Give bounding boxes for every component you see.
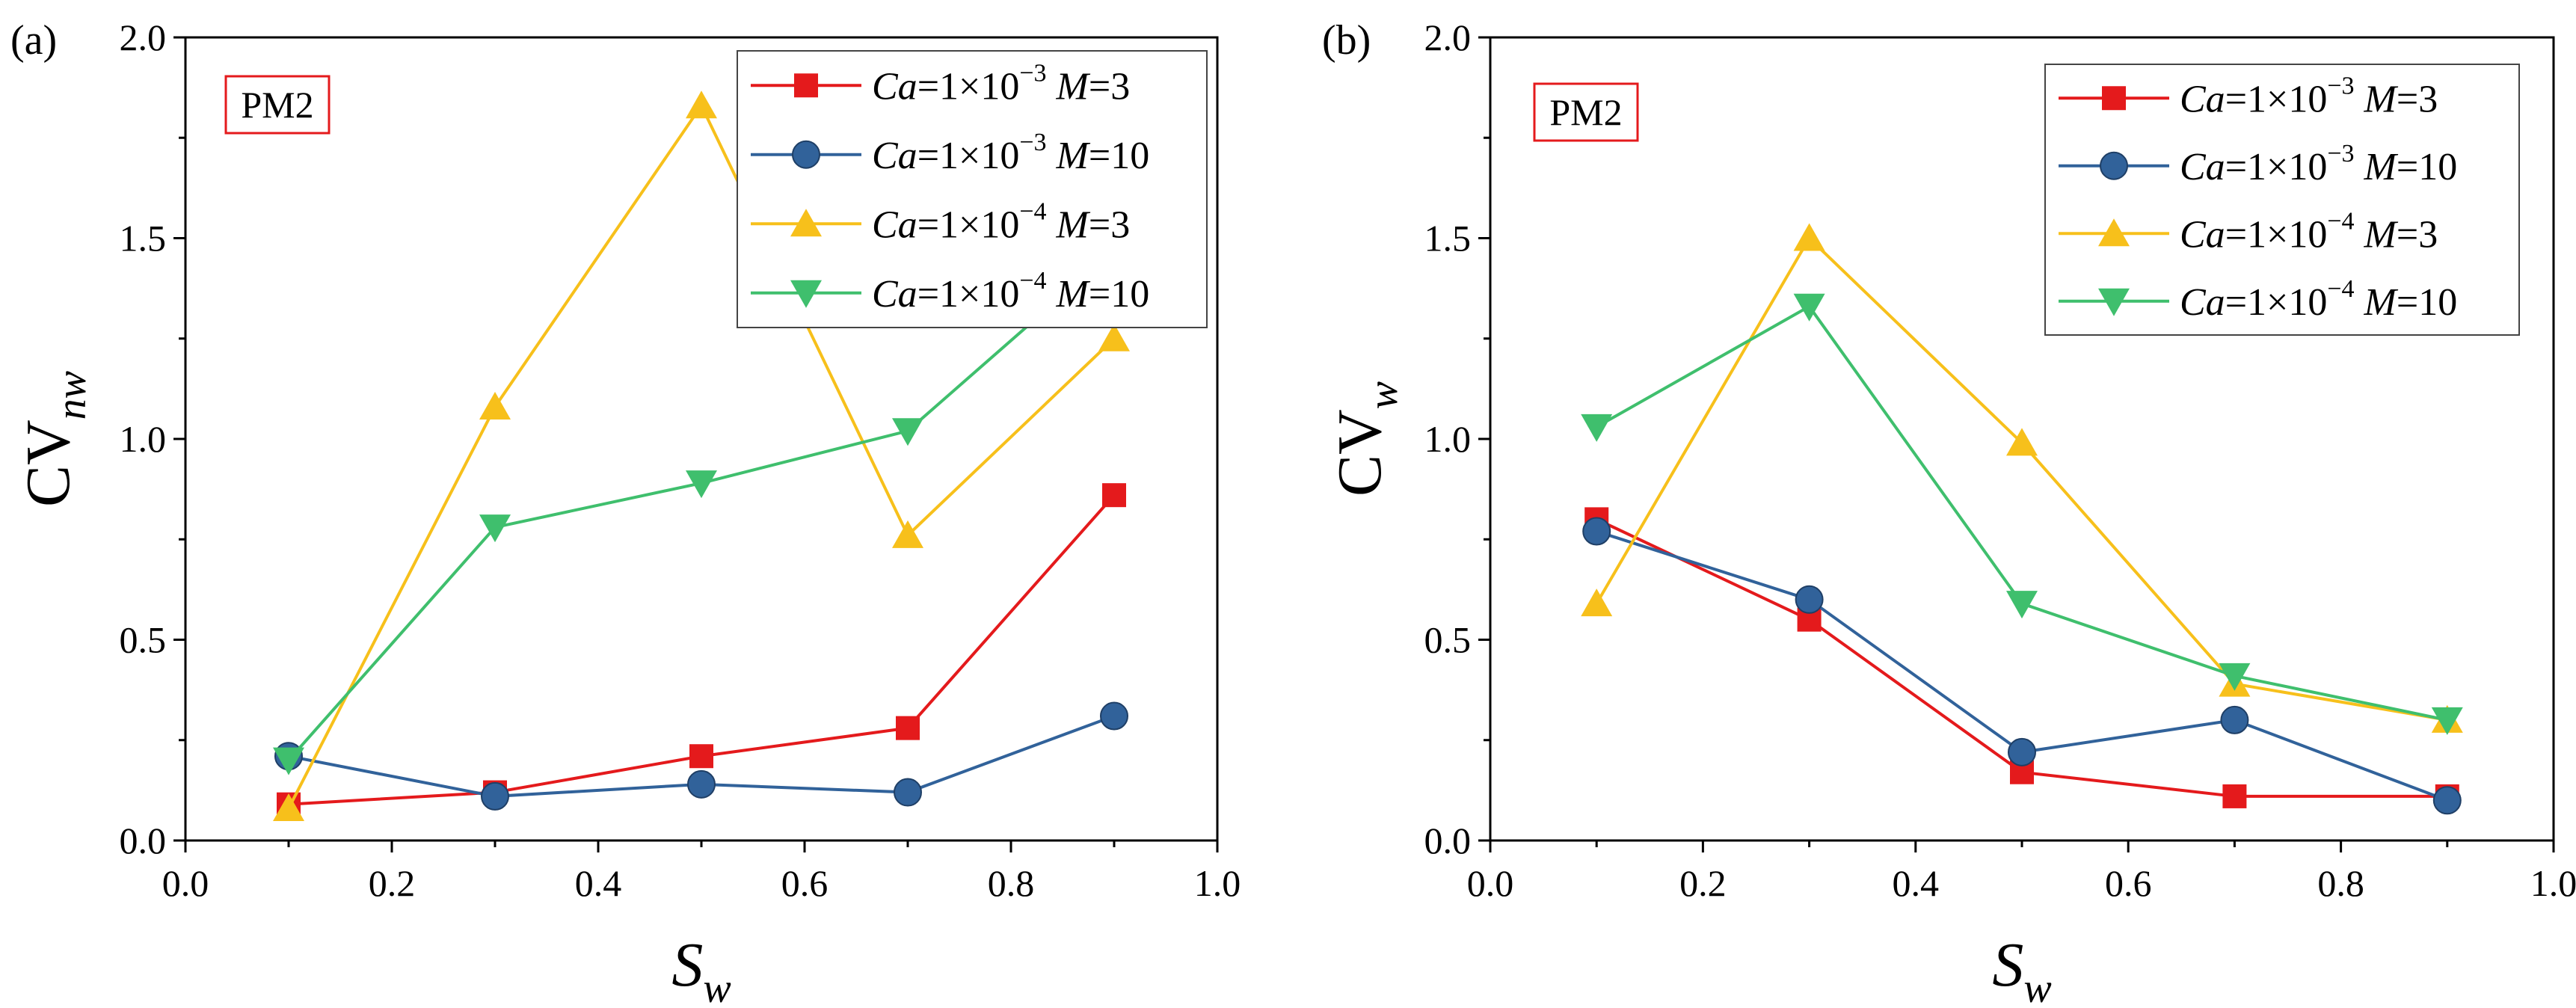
legend: Ca=1×10−3 M=3 Ca=1×10−3 M=10 Ca=1×10−4 M=3… <box>2044 64 2520 336</box>
legend-marker <box>790 209 822 237</box>
y-tick-label: 1.0 <box>120 418 167 460</box>
legend-label: Ca=1×10−4 M=10 <box>872 267 1149 316</box>
x-tick-label: 0.0 <box>162 862 209 904</box>
legend-marker <box>2100 151 2128 180</box>
series-0 <box>277 483 1126 817</box>
data-point <box>1582 517 1611 546</box>
x-tick-label: 1.0 <box>1194 862 1241 904</box>
data-point <box>2431 707 2463 735</box>
series-2 <box>273 90 1130 822</box>
data-point <box>2220 705 2249 734</box>
x-tick-label: 0.8 <box>988 862 1035 904</box>
y-axis-title: CVnw <box>13 371 95 507</box>
legend-entry: Ca=1×10−3 M=10 <box>751 129 1149 177</box>
x-tick-label: 1.0 <box>2530 862 2576 904</box>
data-point <box>1102 483 1126 508</box>
legend-label: Ca=1×10−3 M=10 <box>2180 140 2457 188</box>
data-point <box>686 90 717 119</box>
y-tick-label: 0.5 <box>1424 619 1472 661</box>
data-point <box>894 778 922 807</box>
pm2-badge <box>1533 82 1639 142</box>
data-point <box>686 470 717 499</box>
y-tick-label: 0.0 <box>120 820 167 861</box>
x-axis-title: Sw <box>1992 930 2051 1008</box>
data-point <box>273 793 304 822</box>
x-axis-title: Sw <box>671 930 731 1008</box>
x-tick-label: 0.4 <box>575 862 622 904</box>
pm2-badge-label: PM2 <box>241 84 313 126</box>
legend-label: Ca=1×10−4 M=3 <box>872 197 1130 246</box>
x-tick-label: 0.8 <box>2317 862 2364 904</box>
data-point <box>1098 323 1130 351</box>
data-point <box>2432 786 2462 815</box>
data-point <box>1581 588 1613 617</box>
series-1 <box>1582 517 2462 815</box>
y-tick-label: 0.5 <box>120 619 167 661</box>
chart-panel-a: (a) 0.0 0.2 0.4 0.6 0.8 1.0 0.0 0.5 1.0 1.5 2.0 Sw CV… <box>10 16 1241 1008</box>
pm2-badge-label: PM2 <box>1549 91 1622 133</box>
legend-entry: Ca=1×10−3 M=3 <box>2059 72 2438 120</box>
legend-entry: Ca=1×10−4 M=10 <box>2059 275 2457 324</box>
data-point <box>479 392 511 420</box>
data-point <box>1100 701 1128 731</box>
y-tick-label: 2.0 <box>120 16 167 58</box>
data-point <box>689 744 713 769</box>
legend-entry: Ca=1×10−4 M=3 <box>751 197 1130 246</box>
data-point <box>2006 428 2038 456</box>
legend-entry: Ca=1×10−4 M=10 <box>751 267 1149 316</box>
panel-label: (b) <box>1322 17 1371 64</box>
y-tick-label: 0.0 <box>1424 820 1472 861</box>
legend-marker <box>794 73 818 98</box>
data-point <box>2222 784 2247 808</box>
legend-label: Ca=1×10−4 M=3 <box>2180 207 2438 256</box>
legend-marker <box>2098 218 2130 247</box>
legend-label: Ca=1×10−3 M=3 <box>872 59 1130 108</box>
y-tick-label: 2.0 <box>1424 16 1472 58</box>
data-point <box>896 716 920 740</box>
x-tick-label: 0.2 <box>1679 862 1727 904</box>
data-point <box>687 769 716 799</box>
data-point <box>892 520 923 548</box>
legend-label: Ca=1×10−3 M=3 <box>2180 72 2438 120</box>
data-point <box>892 418 923 446</box>
legend-entry: Ca=1×10−3 M=3 <box>751 59 1130 108</box>
data-point <box>1581 414 1613 442</box>
data-point <box>481 781 509 811</box>
data-point <box>1793 293 1825 322</box>
y-tick-label: 1.0 <box>1424 418 1472 460</box>
legend-marker <box>2098 288 2130 316</box>
data-point <box>2219 663 2251 691</box>
data-point <box>1793 223 1825 251</box>
legend: Ca=1×10−3 M=3 Ca=1×10−3 M=10 Ca=1×10−4 M=3… <box>737 50 1208 328</box>
legend-marker <box>790 280 822 308</box>
y-tick-label: 1.5 <box>120 218 167 259</box>
data-point <box>2008 737 2036 766</box>
x-tick-label: 0.6 <box>2105 862 2152 904</box>
legend-label: Ca=1×10−3 M=10 <box>872 129 1149 177</box>
legend-marker <box>792 140 820 169</box>
x-tick-label: 0.2 <box>369 862 416 904</box>
pm2-badge <box>224 75 331 135</box>
series-line <box>1596 304 2448 722</box>
data-point <box>479 514 511 543</box>
chart-panel-b: (b) 0.0 0.2 0.4 0.6 0.8 1.0 0.0 0.5 1.0 1.5 2.0 Sw CV… <box>1322 16 2576 1008</box>
data-point <box>273 747 304 775</box>
series-2 <box>1581 223 2463 733</box>
x-tick-label: 0.4 <box>1893 862 1940 904</box>
series-3 <box>1581 293 2463 735</box>
panel-label: (a) <box>10 17 57 64</box>
y-tick-label: 1.5 <box>1424 218 1472 259</box>
data-point <box>2006 591 2038 619</box>
data-point <box>1795 585 1824 614</box>
legend-label: Ca=1×10−4 M=10 <box>2180 275 2457 324</box>
legend-entry: Ca=1×10−3 M=10 <box>2059 140 2457 188</box>
x-tick-label: 0.6 <box>781 862 829 904</box>
x-tick-label: 0.0 <box>1467 862 1514 904</box>
y-axis-title: CVw <box>1325 381 1407 497</box>
legend-entry: Ca=1×10−4 M=3 <box>2059 207 2438 256</box>
series-1 <box>274 701 1128 811</box>
legend-marker <box>2102 86 2126 111</box>
